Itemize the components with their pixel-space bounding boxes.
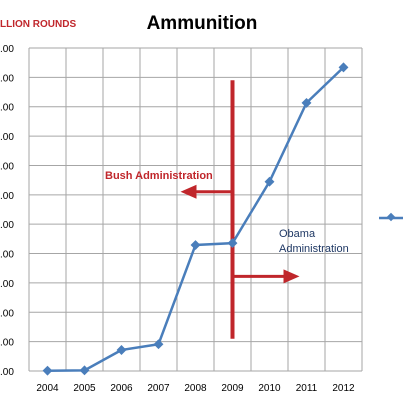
unit-label: LLION ROUNDS (0, 19, 76, 30)
grid-lines (28, 47, 363, 372)
y-tick-labels: .00 .00 .00 .00 .00 .00 .00 .00 .00 .00 .00 .00 (0, 44, 14, 378)
obama-arrow-head (283, 269, 300, 284)
y-tick-label: .00 (0, 338, 14, 349)
data-point (116, 345, 127, 355)
x-tick-label: 2007 (147, 383, 170, 394)
x-tick-label: 2012 (332, 383, 355, 394)
x-tick-label: 2008 (184, 383, 207, 394)
y-tick-label: .00 (0, 308, 14, 319)
x-tick-label: 2004 (36, 383, 59, 394)
data-point (227, 238, 238, 249)
legend-marker (379, 212, 403, 222)
y-tick-label: .00 (0, 279, 14, 290)
y-tick-label: .00 (0, 103, 14, 114)
x-tick-labels: 2004 2005 2006 2007 2008 2009 2010 2011 2012 (36, 383, 355, 394)
y-tick-label: .00 (0, 220, 14, 231)
x-tick-label: 2010 (258, 383, 281, 394)
x-tick-label: 2006 (110, 383, 133, 394)
data-point (79, 365, 90, 376)
data-point (153, 339, 164, 350)
y-tick-label: .00 (0, 73, 14, 84)
y-tick-label: .00 (0, 44, 14, 55)
obama-label-line-1: Obama (279, 228, 316, 240)
y-tick-label: .00 (0, 191, 14, 202)
x-tick-label: 2009 (221, 383, 244, 394)
obama-label-line-2: Administration (279, 243, 349, 255)
data-point (264, 176, 275, 187)
data-point (42, 365, 53, 376)
series-line (47, 66, 345, 372)
chart-title: Ammunition (147, 13, 258, 34)
y-tick-label: .00 (0, 250, 14, 261)
bush-administration-label: Bush Administration (105, 170, 213, 182)
bush-arrow (180, 184, 233, 199)
y-tick-label: .00 (0, 161, 14, 172)
obama-arrow (232, 269, 300, 284)
data-point (190, 240, 201, 250)
y-tick-label: .00 (0, 367, 14, 378)
x-tick-label: 2011 (296, 383, 318, 394)
x-tick-label: 2005 (73, 383, 96, 394)
y-tick-label: .00 (0, 132, 14, 143)
bush-arrow-head (180, 184, 197, 199)
